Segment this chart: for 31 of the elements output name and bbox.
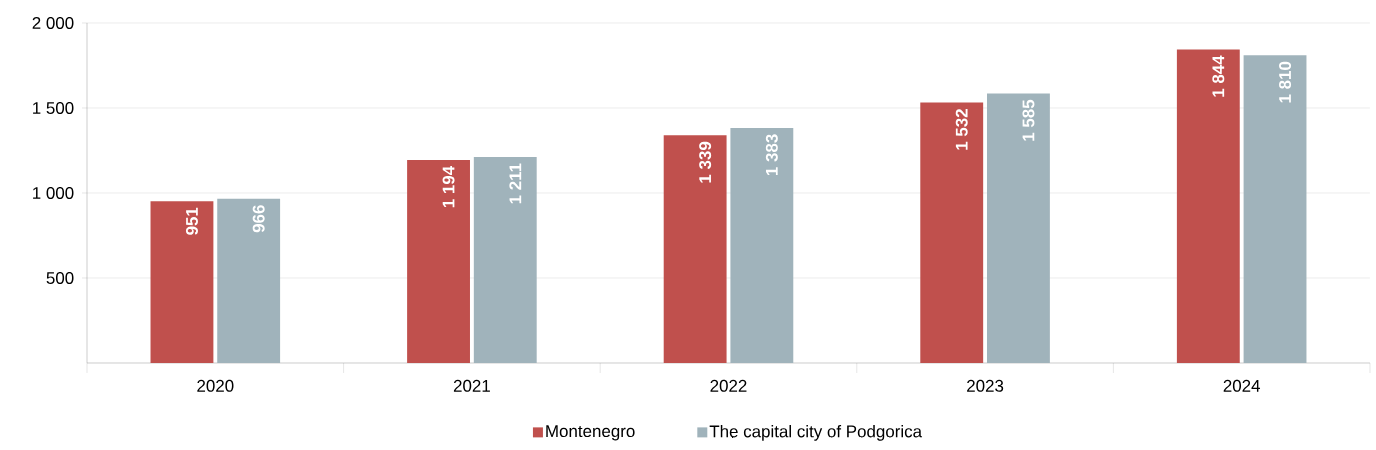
data-label: 951	[185, 207, 198, 235]
data-label: 1 585	[1022, 99, 1035, 141]
data-label: 1 810	[1279, 61, 1292, 103]
data-label: 1 383	[765, 134, 778, 176]
data-label: 966	[252, 205, 265, 233]
bar	[920, 102, 984, 363]
bar	[407, 160, 470, 363]
bar	[663, 135, 727, 363]
y-tick-label: 1 500	[33, 101, 74, 114]
data-label: 1 844	[1212, 55, 1225, 97]
bar	[473, 157, 537, 363]
data-label: 1 532	[955, 109, 968, 150]
bar	[730, 127, 794, 363]
legend-label: The capital city of Podgorica	[709, 424, 923, 441]
data-label: 1 211	[509, 163, 522, 204]
bar	[217, 198, 281, 363]
bar	[1243, 55, 1307, 363]
bar	[987, 93, 1050, 363]
y-tick-label: 2 000	[32, 16, 74, 29]
x-tick-label: 2021	[453, 379, 490, 392]
x-tick-label: 2024	[1223, 379, 1261, 392]
data-label: 1 339	[699, 141, 712, 183]
x-tick-label: 2023	[967, 379, 1004, 392]
bar	[1176, 49, 1240, 363]
data-label: 1 194	[442, 165, 455, 208]
x-tick-label: 2020	[197, 379, 234, 392]
y-tick-label: 500	[46, 271, 74, 284]
x-tick-label: 2022	[710, 379, 747, 392]
y-tick-label: 1 000	[33, 186, 74, 199]
legend-label: Montenegro	[546, 425, 635, 441]
bar	[150, 201, 214, 363]
